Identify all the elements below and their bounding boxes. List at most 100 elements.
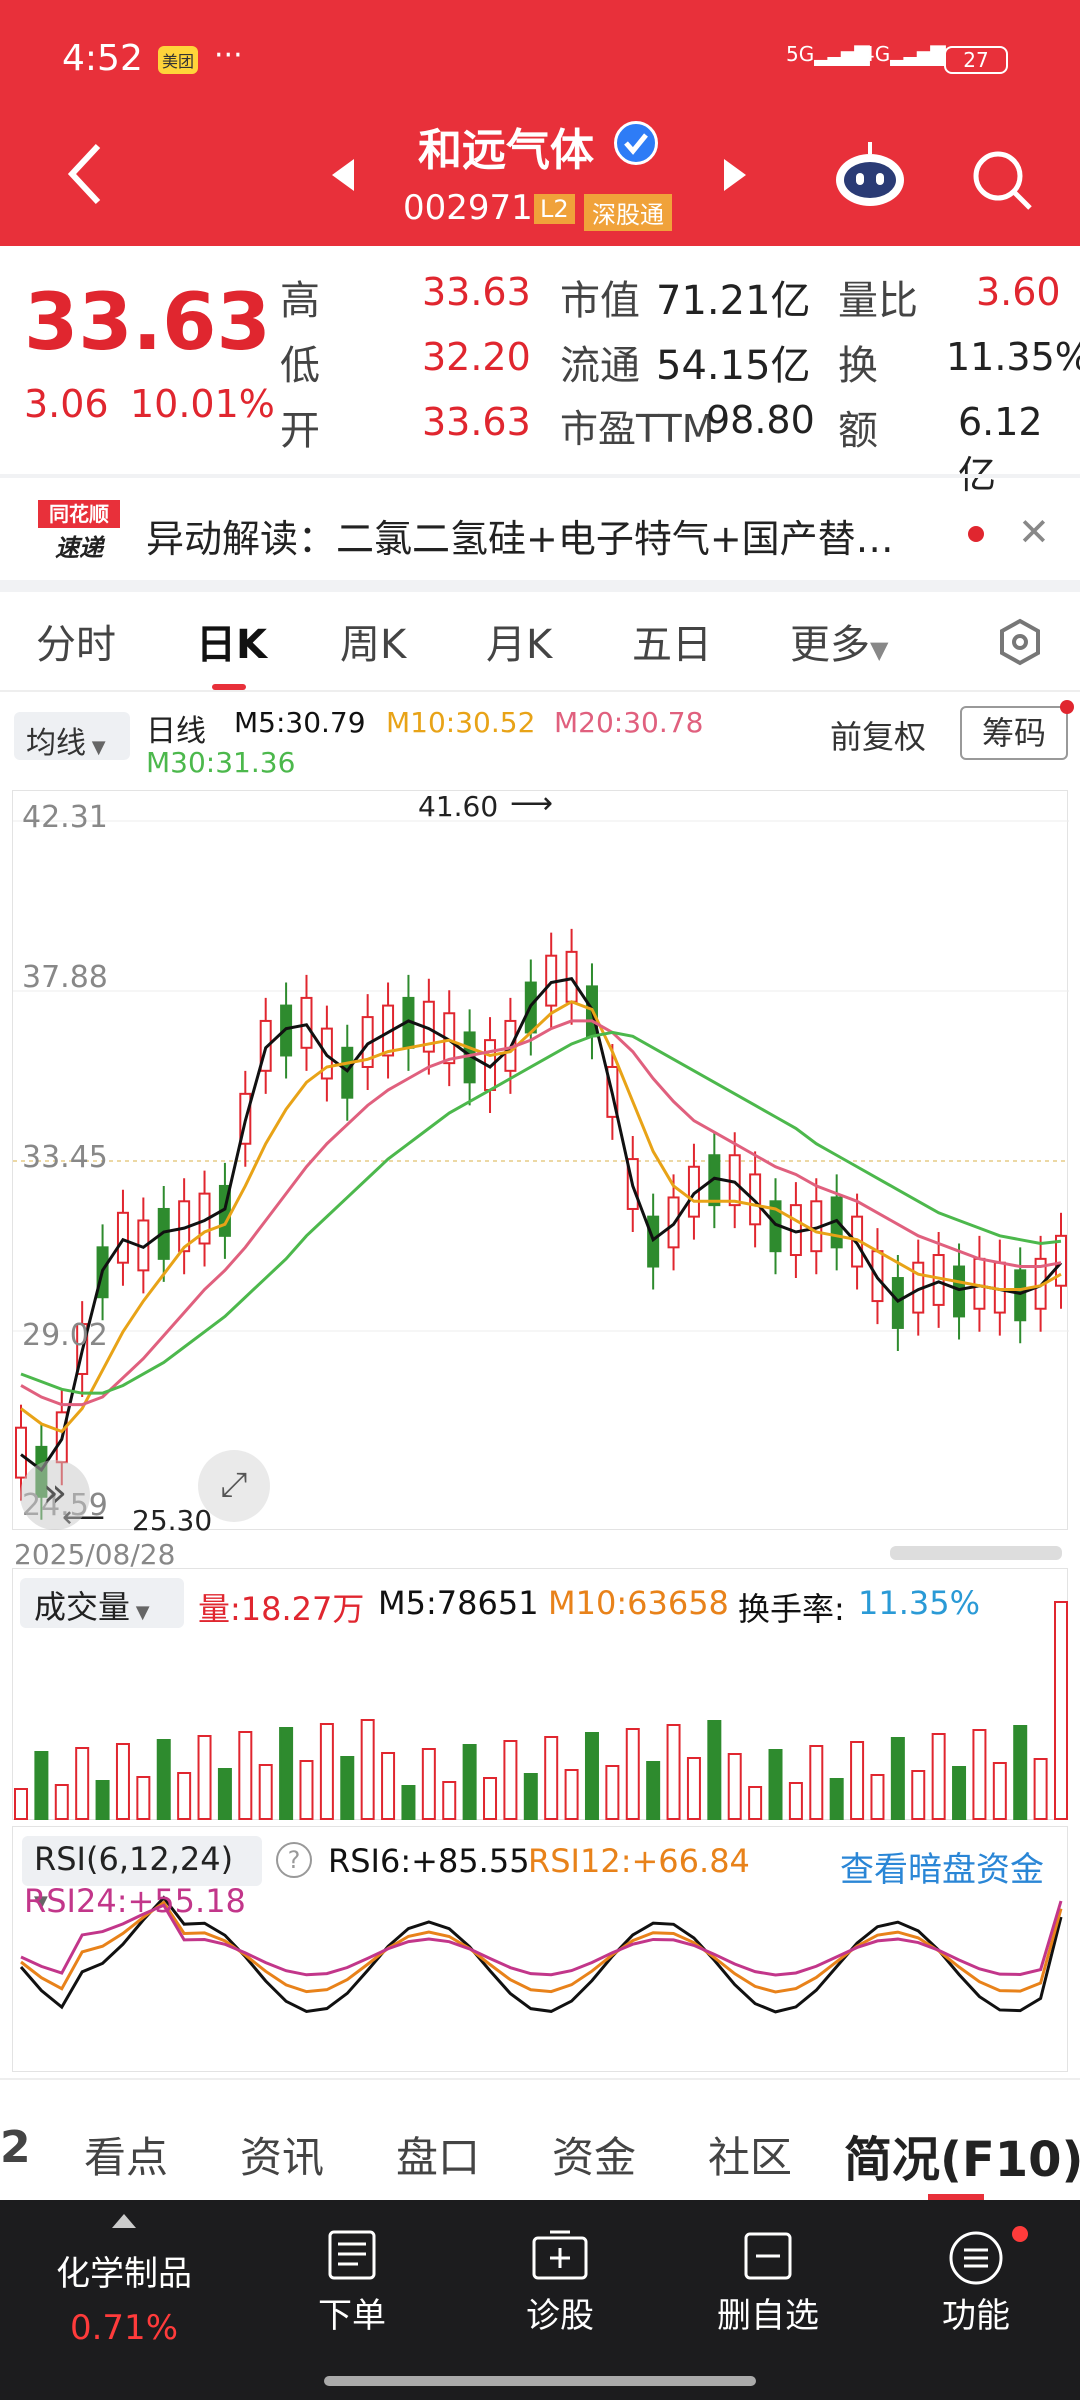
volume-bar bbox=[360, 1719, 375, 1820]
subtab-orderbook[interactable]: 盘口 bbox=[396, 2133, 481, 2182]
volume-indicator-selector[interactable]: 成交量 ▼ bbox=[20, 1578, 184, 1628]
unread-dot bbox=[968, 526, 984, 542]
chart-settings-button[interactable] bbox=[996, 618, 1044, 670]
subtab-f10-overview[interactable]: 简况(F10) bbox=[844, 2132, 1080, 2188]
subtab-community[interactable]: 社区 bbox=[708, 2133, 793, 2182]
next-stock-button[interactable] bbox=[720, 155, 750, 199]
volume-bar bbox=[686, 1757, 701, 1820]
close-icon[interactable]: ✕ bbox=[1018, 510, 1050, 554]
robot-assistant-button[interactable] bbox=[832, 140, 908, 214]
float-value: 54.15亿 bbox=[656, 343, 811, 389]
volume-value: 量:18.27万 bbox=[198, 1590, 365, 1628]
ma-selector[interactable]: 均线 ▼ bbox=[14, 712, 130, 761]
tab-monthly-k[interactable]: 月K bbox=[486, 622, 553, 668]
subtab-highlights[interactable]: 看点 bbox=[84, 2133, 169, 2182]
function-dot bbox=[1012, 2226, 1028, 2242]
volume-bar bbox=[54, 1784, 69, 1820]
expand-left-button[interactable]: » bbox=[20, 1460, 90, 1530]
ma-line-m5 bbox=[20, 977, 1063, 1473]
search-button[interactable] bbox=[970, 148, 1034, 216]
volume-m5: M5:78651 bbox=[378, 1584, 539, 1622]
tab-more[interactable]: 更多▼ bbox=[790, 622, 889, 668]
volume-bar bbox=[483, 1777, 498, 1820]
volume-bar bbox=[727, 1753, 742, 1820]
battery-level: 27 bbox=[963, 48, 989, 72]
rsi12-value: RSI12:+66.84 bbox=[528, 1842, 750, 1880]
y-label-mid: 33.45 bbox=[22, 1140, 108, 1175]
dark-pool-link[interactable]: 查看暗盘资金 bbox=[840, 1850, 1044, 1890]
turnover-value: 11.35% bbox=[946, 335, 1080, 379]
rsi6-line bbox=[19, 1895, 1063, 2014]
volume-bar bbox=[584, 1732, 599, 1820]
volume-bar bbox=[952, 1766, 967, 1820]
y-label-top: 42.31 bbox=[22, 800, 108, 835]
volume-bar bbox=[748, 1786, 763, 1820]
rsi-indicator-selector[interactable]: RSI(6,12,24) ▼ bbox=[22, 1836, 262, 1913]
status-time: 4:52 bbox=[62, 38, 143, 79]
kline-chart[interactable] bbox=[12, 790, 1069, 1530]
volume-bar bbox=[421, 1748, 436, 1820]
tab-weekly-k[interactable]: 周K bbox=[340, 622, 407, 668]
tab-five-day[interactable]: 五日 bbox=[632, 622, 712, 668]
subtab-news[interactable]: 资讯 bbox=[240, 2133, 325, 2182]
volume-m10: M10:63658 bbox=[548, 1584, 729, 1622]
volume-bar bbox=[34, 1751, 49, 1820]
rsi-chart[interactable] bbox=[12, 1826, 1068, 2072]
high-label: 高 bbox=[280, 278, 320, 324]
volume-bar bbox=[992, 1762, 1007, 1820]
back-arrow-icon bbox=[67, 143, 101, 205]
volume-bar bbox=[462, 1744, 477, 1820]
volume-chart[interactable] bbox=[12, 1568, 1068, 1820]
volume-bar bbox=[666, 1724, 681, 1820]
ma-line-m30 bbox=[20, 1030, 1062, 1395]
signal-4g-icon: 4G▂▃▅▇ bbox=[862, 42, 946, 66]
volume-bar bbox=[299, 1760, 314, 1820]
net-4g-label: 4G bbox=[862, 42, 891, 66]
volume-bar bbox=[319, 1723, 334, 1820]
period-label: 日线 bbox=[146, 714, 206, 749]
prev-stock-button[interactable] bbox=[328, 155, 358, 199]
mcap-value: 71.21亿 bbox=[656, 278, 811, 324]
volume-bar bbox=[1054, 1601, 1068, 1820]
net-5g-label: 5G bbox=[786, 42, 815, 66]
volume-bar bbox=[1013, 1725, 1028, 1820]
candle bbox=[1055, 1234, 1067, 1287]
adjust-price-button[interactable]: 前复权 bbox=[830, 718, 927, 756]
high-value: 33.63 bbox=[422, 270, 531, 314]
chips-button[interactable]: 筹码 bbox=[960, 706, 1068, 760]
meituan-badge: 美团 bbox=[158, 46, 199, 74]
sector-name[interactable]: 化学制品 bbox=[56, 2254, 192, 2294]
function-button[interactable] bbox=[946, 2228, 1006, 2292]
help-icon[interactable]: ? bbox=[276, 1842, 312, 1878]
back-button[interactable] bbox=[64, 140, 104, 212]
dropdown-icon: ▼ bbox=[870, 636, 889, 664]
tab-intraday[interactable]: 分时 bbox=[36, 622, 116, 668]
volume-bar bbox=[890, 1737, 905, 1820]
tab-daily-k[interactable]: 日K bbox=[196, 622, 267, 668]
ma-line-m10 bbox=[20, 1000, 1062, 1434]
fullscreen-button[interactable]: ⤢ bbox=[198, 1450, 270, 1522]
remove-watchlist-button[interactable] bbox=[740, 2228, 796, 2288]
subtab-funds[interactable]: 资金 bbox=[552, 2133, 637, 2182]
news-banner[interactable]: 同花顺 速递 异动解读：二氯二氢硅+电子特气+国产替… ✕ bbox=[0, 480, 1080, 580]
order-button[interactable] bbox=[324, 2228, 380, 2288]
sector-change: 0.71% bbox=[69, 2308, 178, 2348]
volume-bar bbox=[646, 1761, 661, 1820]
candle bbox=[647, 1215, 660, 1268]
volume-bar bbox=[523, 1773, 538, 1820]
prev-tab-fragment: 2 bbox=[0, 2122, 31, 2173]
diagnose-button[interactable] bbox=[530, 2228, 590, 2288]
open-label: 开 bbox=[280, 408, 320, 454]
low-label: 低 bbox=[280, 343, 320, 389]
ths-logo: 同花顺 速递 bbox=[38, 500, 120, 566]
order-label: 下单 bbox=[318, 2296, 386, 2336]
volume-bar bbox=[503, 1740, 518, 1820]
home-indicator bbox=[324, 2376, 756, 2386]
volume-bar bbox=[829, 1778, 844, 1820]
bottom-nav: 化学制品 0.71% 下单 诊股 删自选 功能 bbox=[0, 2200, 1080, 2400]
candle bbox=[1014, 1269, 1027, 1322]
search-icon bbox=[973, 151, 1032, 210]
volume-bar bbox=[972, 1729, 987, 1820]
scroll-indicator[interactable] bbox=[890, 1546, 1062, 1560]
dropdown-icon: ▼ bbox=[130, 1602, 150, 1623]
